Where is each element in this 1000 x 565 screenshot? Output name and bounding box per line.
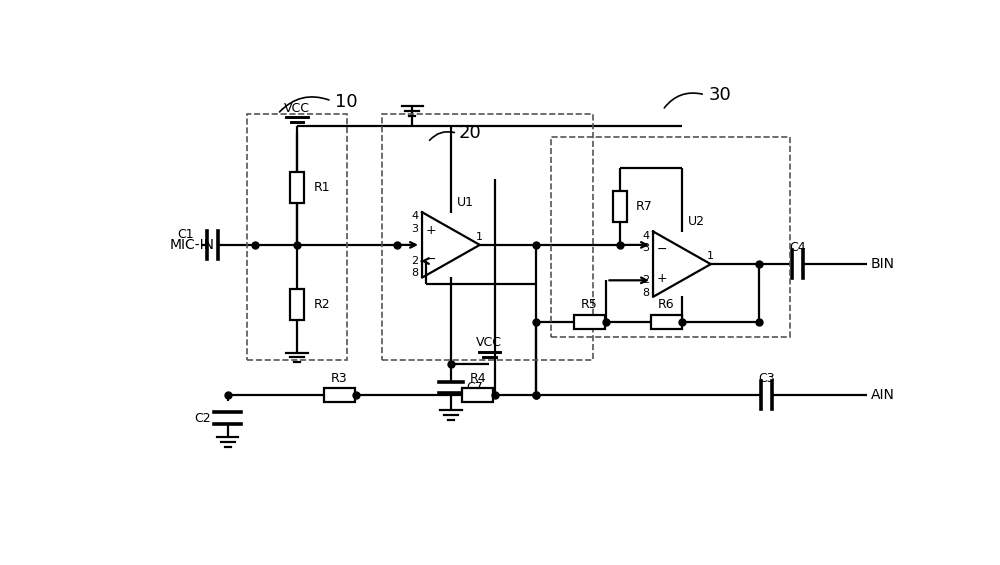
Text: R7: R7 [636, 200, 652, 213]
Text: C3: C3 [758, 372, 775, 385]
Text: 3: 3 [643, 243, 650, 253]
Text: 8: 8 [411, 268, 419, 279]
Bar [324, 388, 355, 402]
Text: 8: 8 [642, 288, 650, 298]
Text: 2: 2 [642, 275, 650, 285]
Text: 4: 4 [642, 231, 650, 241]
Text: −: − [657, 243, 668, 256]
Bar [247, 114, 347, 360]
Text: MIC-IN: MIC-IN [170, 238, 215, 252]
Text: U1: U1 [457, 195, 474, 208]
Text: 3: 3 [412, 224, 419, 234]
Text: VCC: VCC [284, 102, 310, 115]
Bar [613, 191, 627, 222]
Text: R1: R1 [314, 181, 330, 194]
Text: 2: 2 [411, 256, 419, 266]
Text: R4: R4 [470, 372, 486, 385]
Text: 1: 1 [707, 251, 714, 262]
Text: R2: R2 [314, 298, 330, 311]
Text: C7: C7 [466, 381, 483, 394]
Text: C2: C2 [194, 412, 211, 425]
Text: BIN: BIN [871, 257, 895, 271]
Bar [651, 315, 682, 329]
Bar [290, 289, 304, 320]
Text: 20: 20 [459, 124, 481, 142]
Text: 10: 10 [335, 93, 358, 111]
Text: C4: C4 [789, 241, 806, 254]
Text: R5: R5 [581, 298, 598, 311]
Text: +: + [426, 224, 437, 237]
Text: AIN: AIN [871, 388, 894, 402]
Text: 30: 30 [709, 86, 732, 104]
Text: VCC: VCC [476, 336, 502, 349]
Text: R6: R6 [658, 298, 675, 311]
Text: 1: 1 [476, 232, 483, 242]
Text: C1: C1 [177, 228, 194, 241]
Text: 4: 4 [411, 211, 419, 221]
Bar [462, 388, 493, 402]
Bar [574, 315, 605, 329]
Bar [551, 137, 790, 337]
Bar [382, 114, 593, 360]
Text: +: + [657, 272, 668, 285]
Text: U2: U2 [688, 215, 705, 228]
Text: R3: R3 [331, 372, 348, 385]
Bar [290, 172, 304, 202]
Text: −: − [426, 253, 437, 266]
